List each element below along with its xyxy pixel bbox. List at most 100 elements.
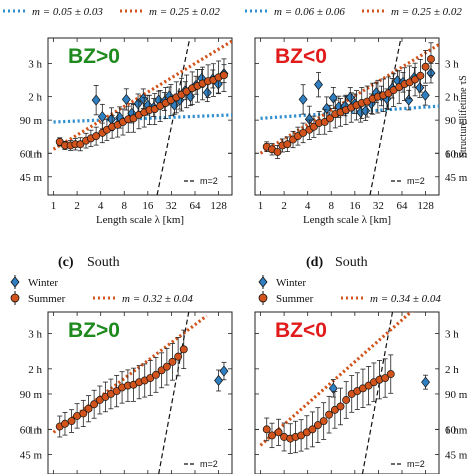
fit-line [259,42,439,155]
reference-line-m2 [361,312,394,474]
data-point-summer [326,114,334,123]
data-point-winter [328,382,338,394]
panel-bottom-left: 45 m 60 m 90 m 1 h 2 h 3 h BZ>0 m=2 [20,311,233,474]
y-tick-label: 3 h [445,328,459,340]
bz-annotation: BZ<0 [275,319,327,342]
y-tick-label: 3 h [445,59,459,71]
data-point-winter [91,94,101,106]
x-tick-label: 2 [74,200,80,212]
legend-fit-summer-label: m = 0.25 ± 0.02 [149,6,220,18]
x-axis-label: Length scale λ [km] [96,214,184,226]
data-point-summer [220,71,228,80]
x-tick-label: 1 [258,200,264,212]
legend-winter-marker [258,276,268,288]
legend-summer-label: Summer [28,293,66,305]
x-tick-label: 32 [166,200,177,212]
panel-top-right: 45 m 60 m 90 m 1 h 2 h 3 h 1 2 4 8 16 32 64 128 Length… [254,37,469,226]
fit-line [260,104,439,120]
data-point-winter [219,365,229,377]
x-tick-label: 2 [281,200,287,212]
data-point-summer [309,122,318,131]
y-tick-label: 45 m [20,172,43,184]
x-tick-label: 16 [349,200,361,212]
x-tick-label: 8 [329,200,335,212]
data-point-winter [298,93,308,105]
y-tick-label: 45 m [445,172,468,184]
y-tick-label: 60 m [20,424,43,436]
x-tick-label: 128 [417,200,434,212]
caption-c-word: South [87,255,120,270]
y-tick-label: 2 h [28,92,42,104]
legend-summer-marker [10,293,20,303]
plot-area [259,312,431,474]
data-point-summer [174,352,183,361]
data-point-summer [151,370,160,379]
legend-top-right: m = 0.06 ± 0.06 m = 0.25 ± 0.02 [245,6,462,18]
data-point-summer [79,409,88,418]
y-tick-label: 1 h [28,424,42,436]
fit-line [52,314,208,434]
x-tick-label: 32 [373,200,384,212]
x-tick-label: 64 [189,200,201,212]
legend-fit-summer-label: m = 0.32 ± 0.04 [122,293,193,305]
x-tick-label: 16 [142,200,154,212]
data-point-summer [262,425,271,434]
y-tick-label: 3 h [28,328,42,340]
ref-legend-label: m=2 [200,459,218,469]
ref-legend-label: m=2 [407,176,425,186]
data-point-summer [168,357,177,366]
fit-line [259,312,414,447]
ref-legend-label: m=2 [407,459,425,469]
y-tick-label: 90 m [445,389,468,401]
y-axis-label: Structure lifetime τS [458,75,469,157]
data-point-summer [268,431,276,440]
caption-c-letter: (c) [58,255,74,270]
x-axis-label: Length scale λ [km] [303,214,391,226]
data-point-summer [319,417,328,426]
legend-bottom-right: Winter Summer m = 0.34 ± 0.04 [258,275,441,305]
data-point-summer [179,345,188,354]
reference-line-m2 [369,38,402,195]
fit-line [52,39,232,151]
data-point-winter [314,79,323,91]
fit-line [53,113,232,124]
legend-fit-summer-label: m = 0.34 ± 0.04 [370,293,441,305]
x-tick-label: 8 [122,200,128,212]
data-point-summer [411,75,420,84]
data-point-summer [76,140,85,149]
plot-area [52,312,229,474]
legend-winter-marker [10,276,20,288]
x-tick-label: 1 [51,200,57,212]
legend-fit-winter-label: m = 0.05 ± 0.03 [32,6,103,18]
bz-annotation: BZ>0 [68,45,120,68]
y-tick-label: 3 h [28,59,42,71]
plot-frame [254,311,440,474]
caption-d-word: South [335,255,368,270]
data-point-summer [427,55,435,64]
caption-c: (c) South [58,255,120,270]
data-point-summer [274,428,283,437]
data-point-winter [202,87,212,99]
y-tick-label: 1 h [445,424,459,436]
y-tick-label: 2 h [28,364,42,376]
x-tick-label: 64 [396,200,408,212]
plot-frame [254,37,440,196]
data-point-summer [84,404,93,413]
y-tick-label: 90 m [20,115,43,127]
y-tick-label: 1 h [28,148,42,160]
y-tick-label: 45 m [20,450,43,462]
caption-d-letter: (d) [306,255,323,270]
data-point-winter [421,376,431,388]
y-tick-label: 90 m [445,115,468,127]
y-tick-label: 1 h [445,148,459,160]
data-point-winter [121,93,131,105]
legend-fit-summer-label: m = 0.25 ± 0.02 [391,6,462,18]
y-tick-label: 60 m [445,148,468,160]
panel-bottom-right: 45 m 60 m 90 m 1 h 2 h 3 h BZ<0 m=2 [254,311,468,474]
data-point-summer [92,132,101,141]
data-point-winter [214,374,224,387]
data-point-winter [420,89,430,101]
legend-winter-label: Winter [276,277,306,289]
data-point-summer [313,421,322,430]
